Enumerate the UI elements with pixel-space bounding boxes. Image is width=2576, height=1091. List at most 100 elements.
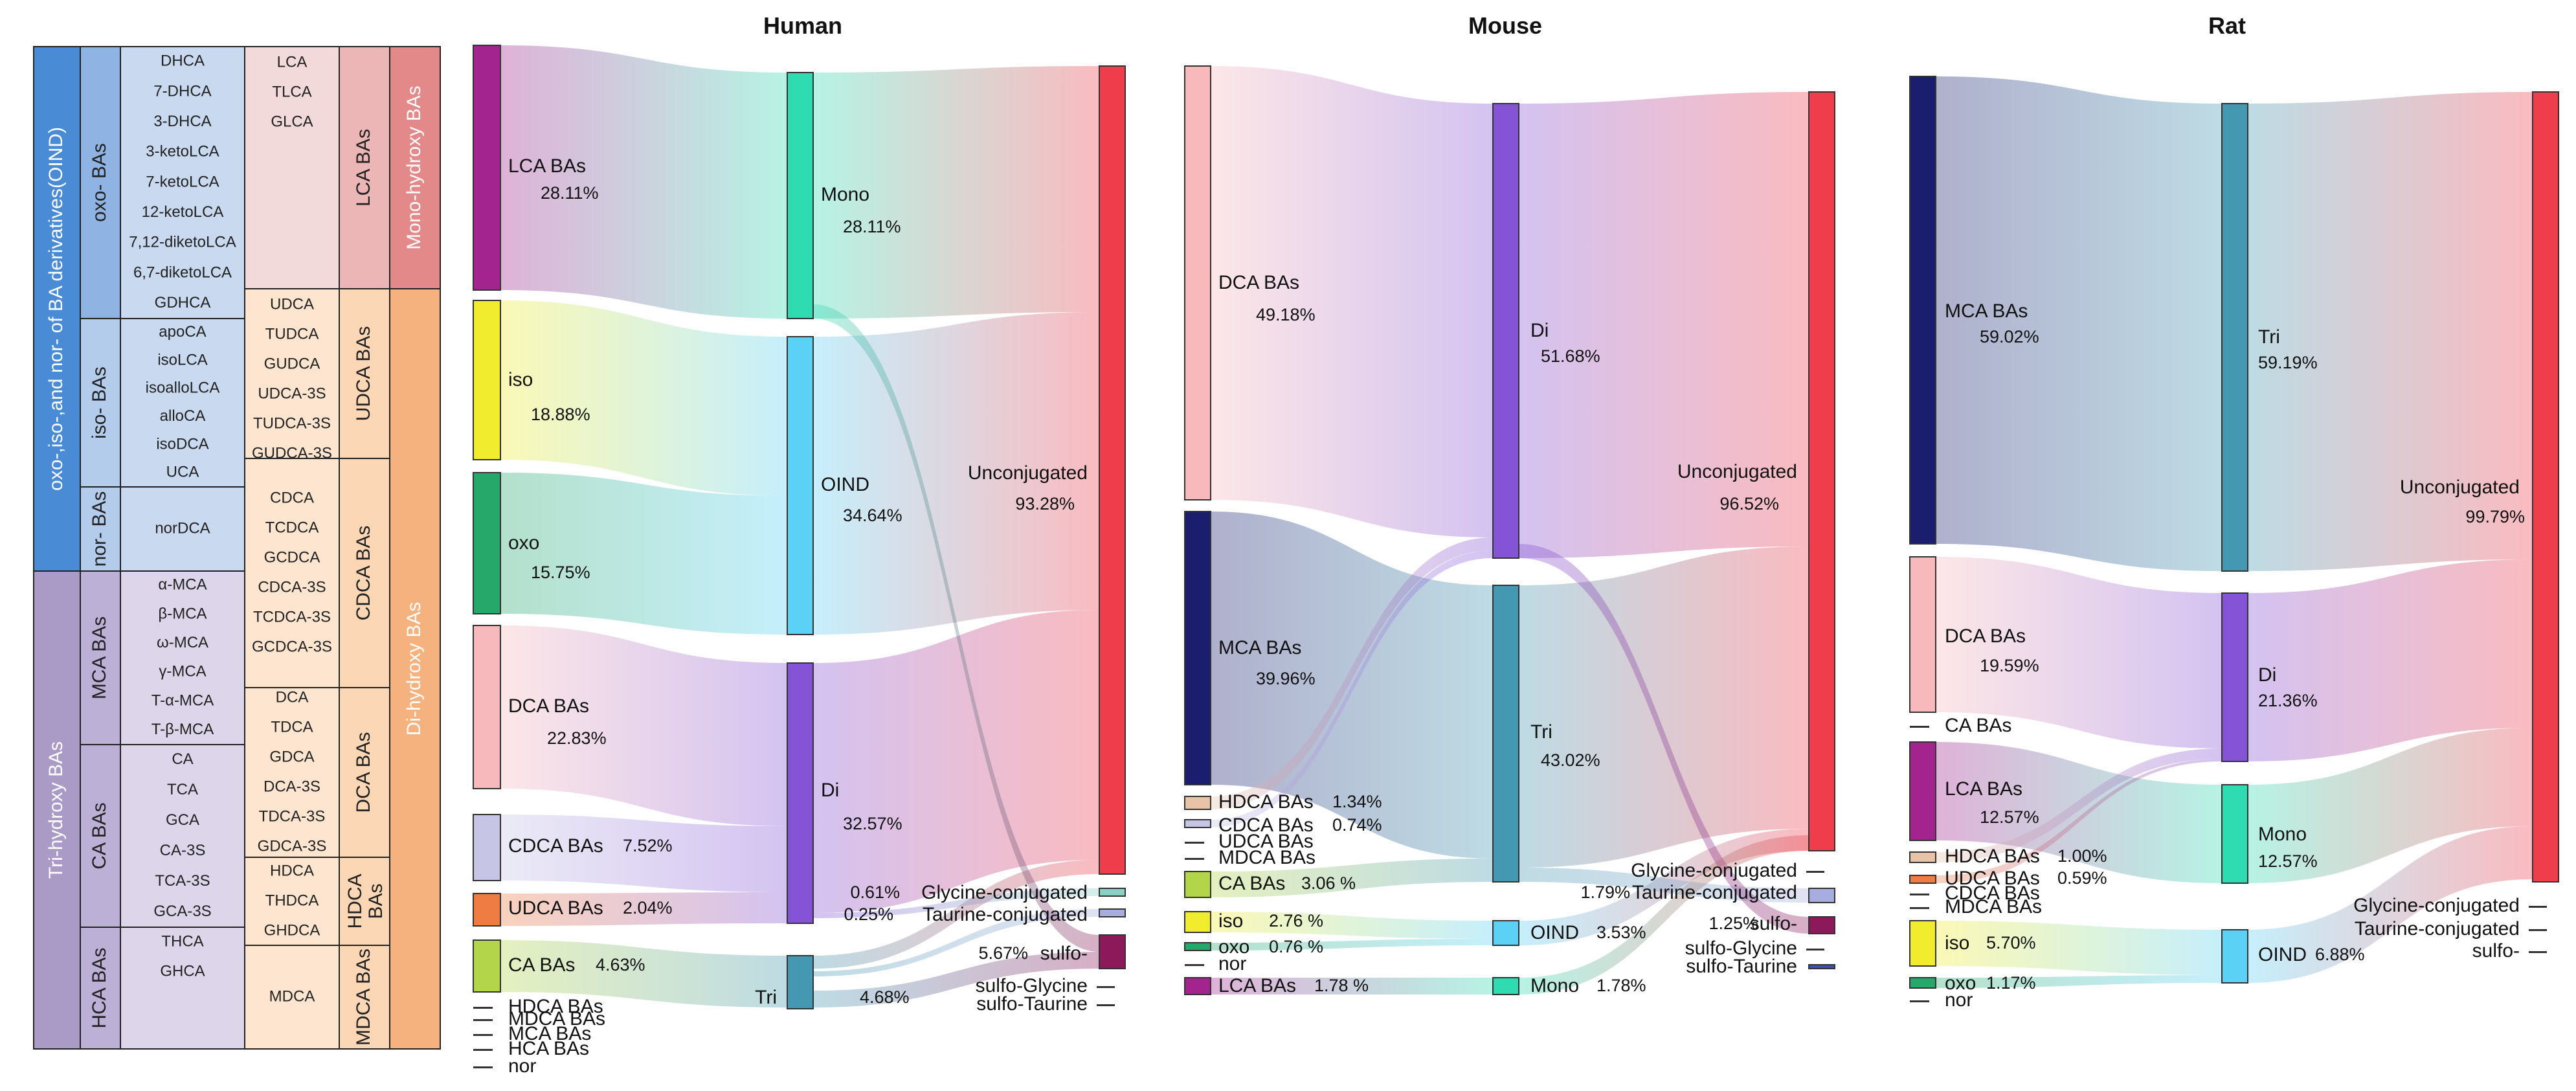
human-value-ca: 4.63% [596,955,645,974]
member2-cdca-2: GCDCA [264,548,320,566]
human-flow-mono-to-unc [813,66,1099,319]
human-node-sulfo [1099,934,1126,969]
member-ca-5: GCA-3S [153,903,211,920]
human-label-tri: Tri [755,987,777,1008]
human-value-lca: 28.11% [541,183,599,203]
group-label-ca: CA BAs [89,802,110,869]
subgroup-label-mdca: MDCA BAs [353,949,374,1046]
rat-flow-iso-to-oind [1936,921,2222,975]
human-node-oxo [473,472,501,614]
human-node-tau [1099,908,1126,917]
mouse-value-iso: 2.76 % [1269,911,1323,930]
mouse-flow-ca-to-tri [1211,859,1493,897]
human-label-mdca: MDCA BAs [508,1008,605,1029]
human-value-di: 32.57% [843,814,902,833]
human-label-lca: LCA BAs [508,155,586,177]
rat-value-unc: 99.79% [2465,507,2525,526]
member-hca-0: THCA [161,932,203,950]
member2-hdca-2: GHDCA [264,921,320,939]
human-label-gly: Glycine-conjugated [921,882,1088,903]
mouse-value-di: 51.68% [1541,346,1600,366]
rat-label-lca: LCA BAs [1945,778,2022,800]
human-value-mono: 28.11% [843,217,901,236]
human-label-oxo: oxo [508,532,539,554]
member2-dca-4: TDCA-3S [259,807,326,825]
rat-value-mono: 12.57% [2258,851,2318,871]
rat-node-hdca [1909,851,1936,863]
human-flow-tri-to-unc [813,860,1099,969]
members2-cell-lca [244,46,340,289]
mouse-value-cdca: 0.74% [1332,815,1382,835]
human-label-ca: CA BAs [508,954,575,976]
subgroup-label-dca: DCA BAs [353,732,374,813]
mouse-node-iso [1184,911,1211,933]
mouse-node-sulfo [1808,916,1835,934]
human-node-oind [787,336,814,635]
mouse-label-udca: UDCA BAs [1218,831,1314,852]
di-category-cell [389,288,441,1050]
member2-udca-2: GUDCA [264,355,320,372]
subgroup-label-hdca2: BAs [365,883,386,919]
mouse-flow-tri-to-unc [1519,546,1809,868]
oind-category-cell [33,46,81,572]
human-value-tau: 0.25% [844,905,893,924]
member2-udca-0: UDCA [270,295,314,313]
member-hca-1: GHCA [160,962,205,980]
member2-cdca-1: TCDCA [265,519,319,536]
rat-flow-mca-to-tri [1936,76,2222,571]
human-flow-iso-to-oind [500,300,787,496]
subgroup-label-hdca1: HDCA [344,873,366,928]
member2-lca-2: GLCA [271,113,313,130]
human-label-iso: iso [508,369,533,390]
rat-value-udca: 0.59% [2057,868,2107,888]
member2-hdca-0: HDCA [270,862,314,879]
rat-label-oind: OIND [2258,944,2307,965]
human-label-stau: sulfo-Taurine [976,993,1088,1015]
mouse-flow-dca-to-di [1211,66,1493,537]
rat-node-mdca [1910,907,1929,909]
rat-label-iso: iso [1945,932,1969,954]
human-value-sulfo: 5.67% [978,943,1028,963]
member2-dca-3: DCA-3S [263,778,320,795]
member2-udca-1: TUDCA [265,325,319,343]
mouse-label-di: Di [1530,320,1549,341]
human-node-mdca [473,1019,493,1021]
mouse-label-mca: MCA BAs [1218,637,1301,658]
member-iso-2: isoalloLCA [146,379,220,397]
member2-dca-1: TDCA [271,718,313,736]
human-label-unc: Unconjugated [968,462,1088,484]
human-node-nor [473,1066,493,1068]
member2-dca-5: GDCA-3S [258,837,327,855]
rat-node-sulfo [2529,951,2547,953]
group-cell-mca [80,570,121,745]
mouse-flow-di-to-sulfo [1519,544,1809,934]
rat-value-tri: 59.19% [2258,353,2318,372]
member2-lca-0: LCA [277,53,308,71]
member-ca-1: TCA [167,781,198,798]
group-label-iso: iso- BAs [89,366,110,439]
group-label-oxo: oxo- BAs [89,143,110,222]
member-iso-5: UCA [166,464,199,481]
human-label-dca: DCA BAs [508,695,589,717]
mouse-node-oind [1492,920,1519,946]
rat-flow-oxo-to-oind [1936,975,2222,988]
member-iso-4: isoDCA [156,435,208,453]
rat-flow-oind-to-unc [2248,826,2533,983]
oind-category-label: oxo-,iso-,and nor- of BA derivatives(OIN… [45,127,67,491]
members-cell-mca [120,570,245,745]
human-label-udca: UDCA BAs [508,897,603,919]
human-node-hdca [473,1007,493,1009]
subgroup-cell-cdca [339,458,390,688]
human-node-stau [1097,1004,1115,1006]
human-value-unc: 93.28% [1015,494,1075,513]
mouse-node-hdca [1184,796,1211,810]
mouse-label-mono: Mono [1530,975,1579,996]
rat-label-mdca: MDCA BAs [1945,896,2042,917]
mouse-flow-iso-to-oind [1211,912,1493,939]
member-mca-3: γ-MCA [159,663,206,680]
human-node-dca [473,625,501,789]
mouse-label-tau: Taurine-conjugated [1632,882,1797,903]
members2-cell-mdca [244,945,340,1050]
rat-value-oxo: 1.17% [1986,973,2036,993]
group-cell-hca [80,927,121,1050]
